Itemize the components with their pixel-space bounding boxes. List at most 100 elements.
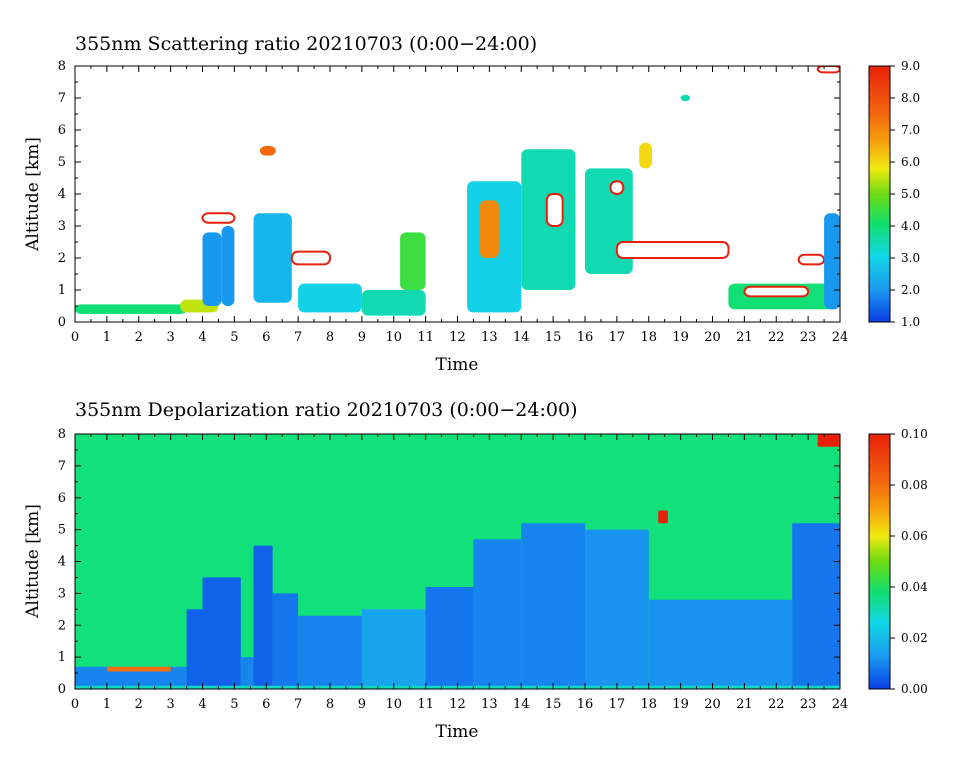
scattering-y-tick-label: 8 [58,59,66,74]
scattering-y-tick-label: 5 [58,155,66,170]
scattering-heatmap-cell [824,213,840,310]
depolarization-x-tick-label: 21 [736,697,753,712]
scattering-x-tick-label: 15 [545,330,562,345]
depolarization-colorbar-tick-label: 0.06 [901,529,928,543]
scattering-x-axis-label: Time [436,355,479,375]
depolarization-colorbar-tick-label: 0.02 [901,631,928,645]
scattering-heatmap-cell [816,66,840,74]
scattering-heatmap-cell [75,304,187,314]
scattering-colorbar-tick-label: 8.0 [901,91,920,105]
scattering-colorbar [868,65,891,323]
scattering-colorbar-tick-label: 9.0 [901,59,920,73]
scattering-y-tick-label: 2 [58,251,66,266]
depolarization-x-tick-label: 5 [230,697,238,712]
depolarization-colorbar [868,433,891,690]
depolarization-heatmap-cell [106,666,171,672]
scattering-x-tick-label: 24 [832,330,849,345]
depolarization-x-tick-label: 15 [545,697,562,712]
depolarization-y-tick-label: 7 [58,459,66,474]
depolarization-x-tick-label: 19 [672,697,689,712]
scattering-heatmap-cell [680,94,691,102]
scattering-y-tick-label: 0 [58,315,66,330]
depolarization-y-tick-label: 0 [58,682,66,697]
depolarization-x-tick-label: 24 [832,697,849,712]
scattering-colorbar-tick-label: 2.0 [901,283,920,297]
scattering-x-tick-label: 1 [103,330,111,345]
scattering-y-tick-label: 7 [58,91,66,106]
depolarization-x-tick-label: 20 [704,697,721,712]
scattering-colorbar-tick-label: 1.0 [901,315,920,329]
scattering-y-tick-label: 3 [58,219,66,234]
scattering-x-tick-label: 9 [358,330,366,345]
depolarization-x-tick-label: 2 [135,697,143,712]
scattering-x-axis: 0 1 2 3 4 5 6 7 8 9 10 11 12 13 14 15 16 17 18 19 20 21 22 23 24 [71,66,848,345]
scattering-colorbar-tick-label: 4.0 [901,219,920,233]
scattering-x-tick-label: 7 [294,330,302,345]
depolarization-y-tick-label: 1 [58,650,66,665]
scattering-y-axis: 0 1 2 3 4 5 6 7 8 [58,59,840,330]
scattering-x-tick-label: 4 [198,330,206,345]
depolarization-x-tick-label: 8 [326,697,334,712]
depolarization-y-tick-label: 3 [58,586,66,601]
scattering-heatmap-cells [75,66,840,316]
scattering-heatmap-cell [609,180,625,195]
depolarization-x-tick-label: 22 [768,697,785,712]
scattering-heatmap-cell [201,212,236,224]
depolarization-colorbar-ticks: 0.00 0.02 0.04 0.06 0.08 0.10 [890,427,928,696]
depolarization-x-axis-label: Time [436,722,479,742]
scattering-heatmap-cell [743,285,810,298]
depolarization-heatmap-cell [253,545,273,689]
scattering-x-tick-label: 11 [417,330,434,345]
scattering-x-tick-label: 14 [513,330,530,345]
scattering-heatmap-cell [545,193,564,227]
depolarization-x-tick-label: 13 [481,697,498,712]
scattering-x-tick-label: 23 [800,330,817,345]
depolarization-heatmap-cell [75,666,187,689]
depolarization-x-tick-label: 16 [577,697,594,712]
scattering-heatmap-cell [202,232,222,306]
depolarization-colorbar-tick-label: 0.08 [901,478,928,492]
depolarization-heatmap-cell [658,510,668,524]
scattering-colorbar-tick-label: 5.0 [901,187,920,201]
depolarization-heatmap-cell [298,615,362,689]
scattering-colorbar-tick-label: 7.0 [901,123,920,137]
scattering-heatmap-cell [479,200,499,258]
scattering-x-tick-label: 20 [704,330,721,345]
depolarization-heatmap-cell [272,593,299,689]
depolarization-heatmap-cell [648,599,793,689]
depolarization-x-tick-label: 7 [294,697,302,712]
depolarization-colorbar-tick-label: 0.10 [901,427,928,441]
scattering-x-tick-label: 10 [385,330,402,345]
scattering-heatmap-cell [615,241,730,259]
depolarization-heatmap-cell [240,657,254,689]
scattering-x-tick-label: 13 [481,330,498,345]
depolarization-x-tick-label: 9 [358,697,366,712]
depolarization-x-tick-label: 18 [640,697,657,712]
scattering-x-tick-label: 17 [609,330,626,345]
depolarization-heatmap-cell [202,577,241,689]
depolarization-colorbar-tick-label: 0.00 [901,682,928,696]
depolarization-heatmap-cell [585,529,649,689]
scattering-x-tick-label: 22 [768,330,785,345]
depolarization-x-tick-label: 12 [449,697,466,712]
scattering-colorbar-tick-label: 3.0 [901,251,920,265]
scattering-heatmap-cell [298,283,362,313]
depolarization-x-tick-label: 14 [513,697,530,712]
scattering-ratio-panel: 355nm Scattering ratio 20210703 (0:00−24… [23,33,920,375]
depolarization-colorbar-tick-label: 0.04 [901,580,928,594]
depolarization-x-axis: 0 1 2 3 4 5 6 7 8 9 10 11 12 13 14 15 16 17 18 19 20 21 22 23 24 [71,434,848,712]
depolarization-y-axis: 0 1 2 3 4 5 6 7 8 [58,427,840,697]
depolarization-x-tick-label: 10 [385,697,402,712]
scattering-heatmap-cell [253,213,292,303]
depolarization-heatmap-cell [361,609,426,689]
scattering-heatmap-cell [400,232,426,290]
scattering-x-tick-label: 5 [230,330,238,345]
scattering-y-tick-label: 6 [58,123,66,138]
scattering-x-tick-label: 3 [166,330,174,345]
depolarization-x-tick-label: 17 [609,697,626,712]
depolarization-heatmap-cell [521,523,586,689]
scattering-x-tick-label: 0 [71,330,79,345]
scattering-heatmap-cell [639,142,652,169]
scattering-x-tick-label: 18 [640,330,657,345]
depolarization-y-tick-label: 5 [58,523,66,538]
